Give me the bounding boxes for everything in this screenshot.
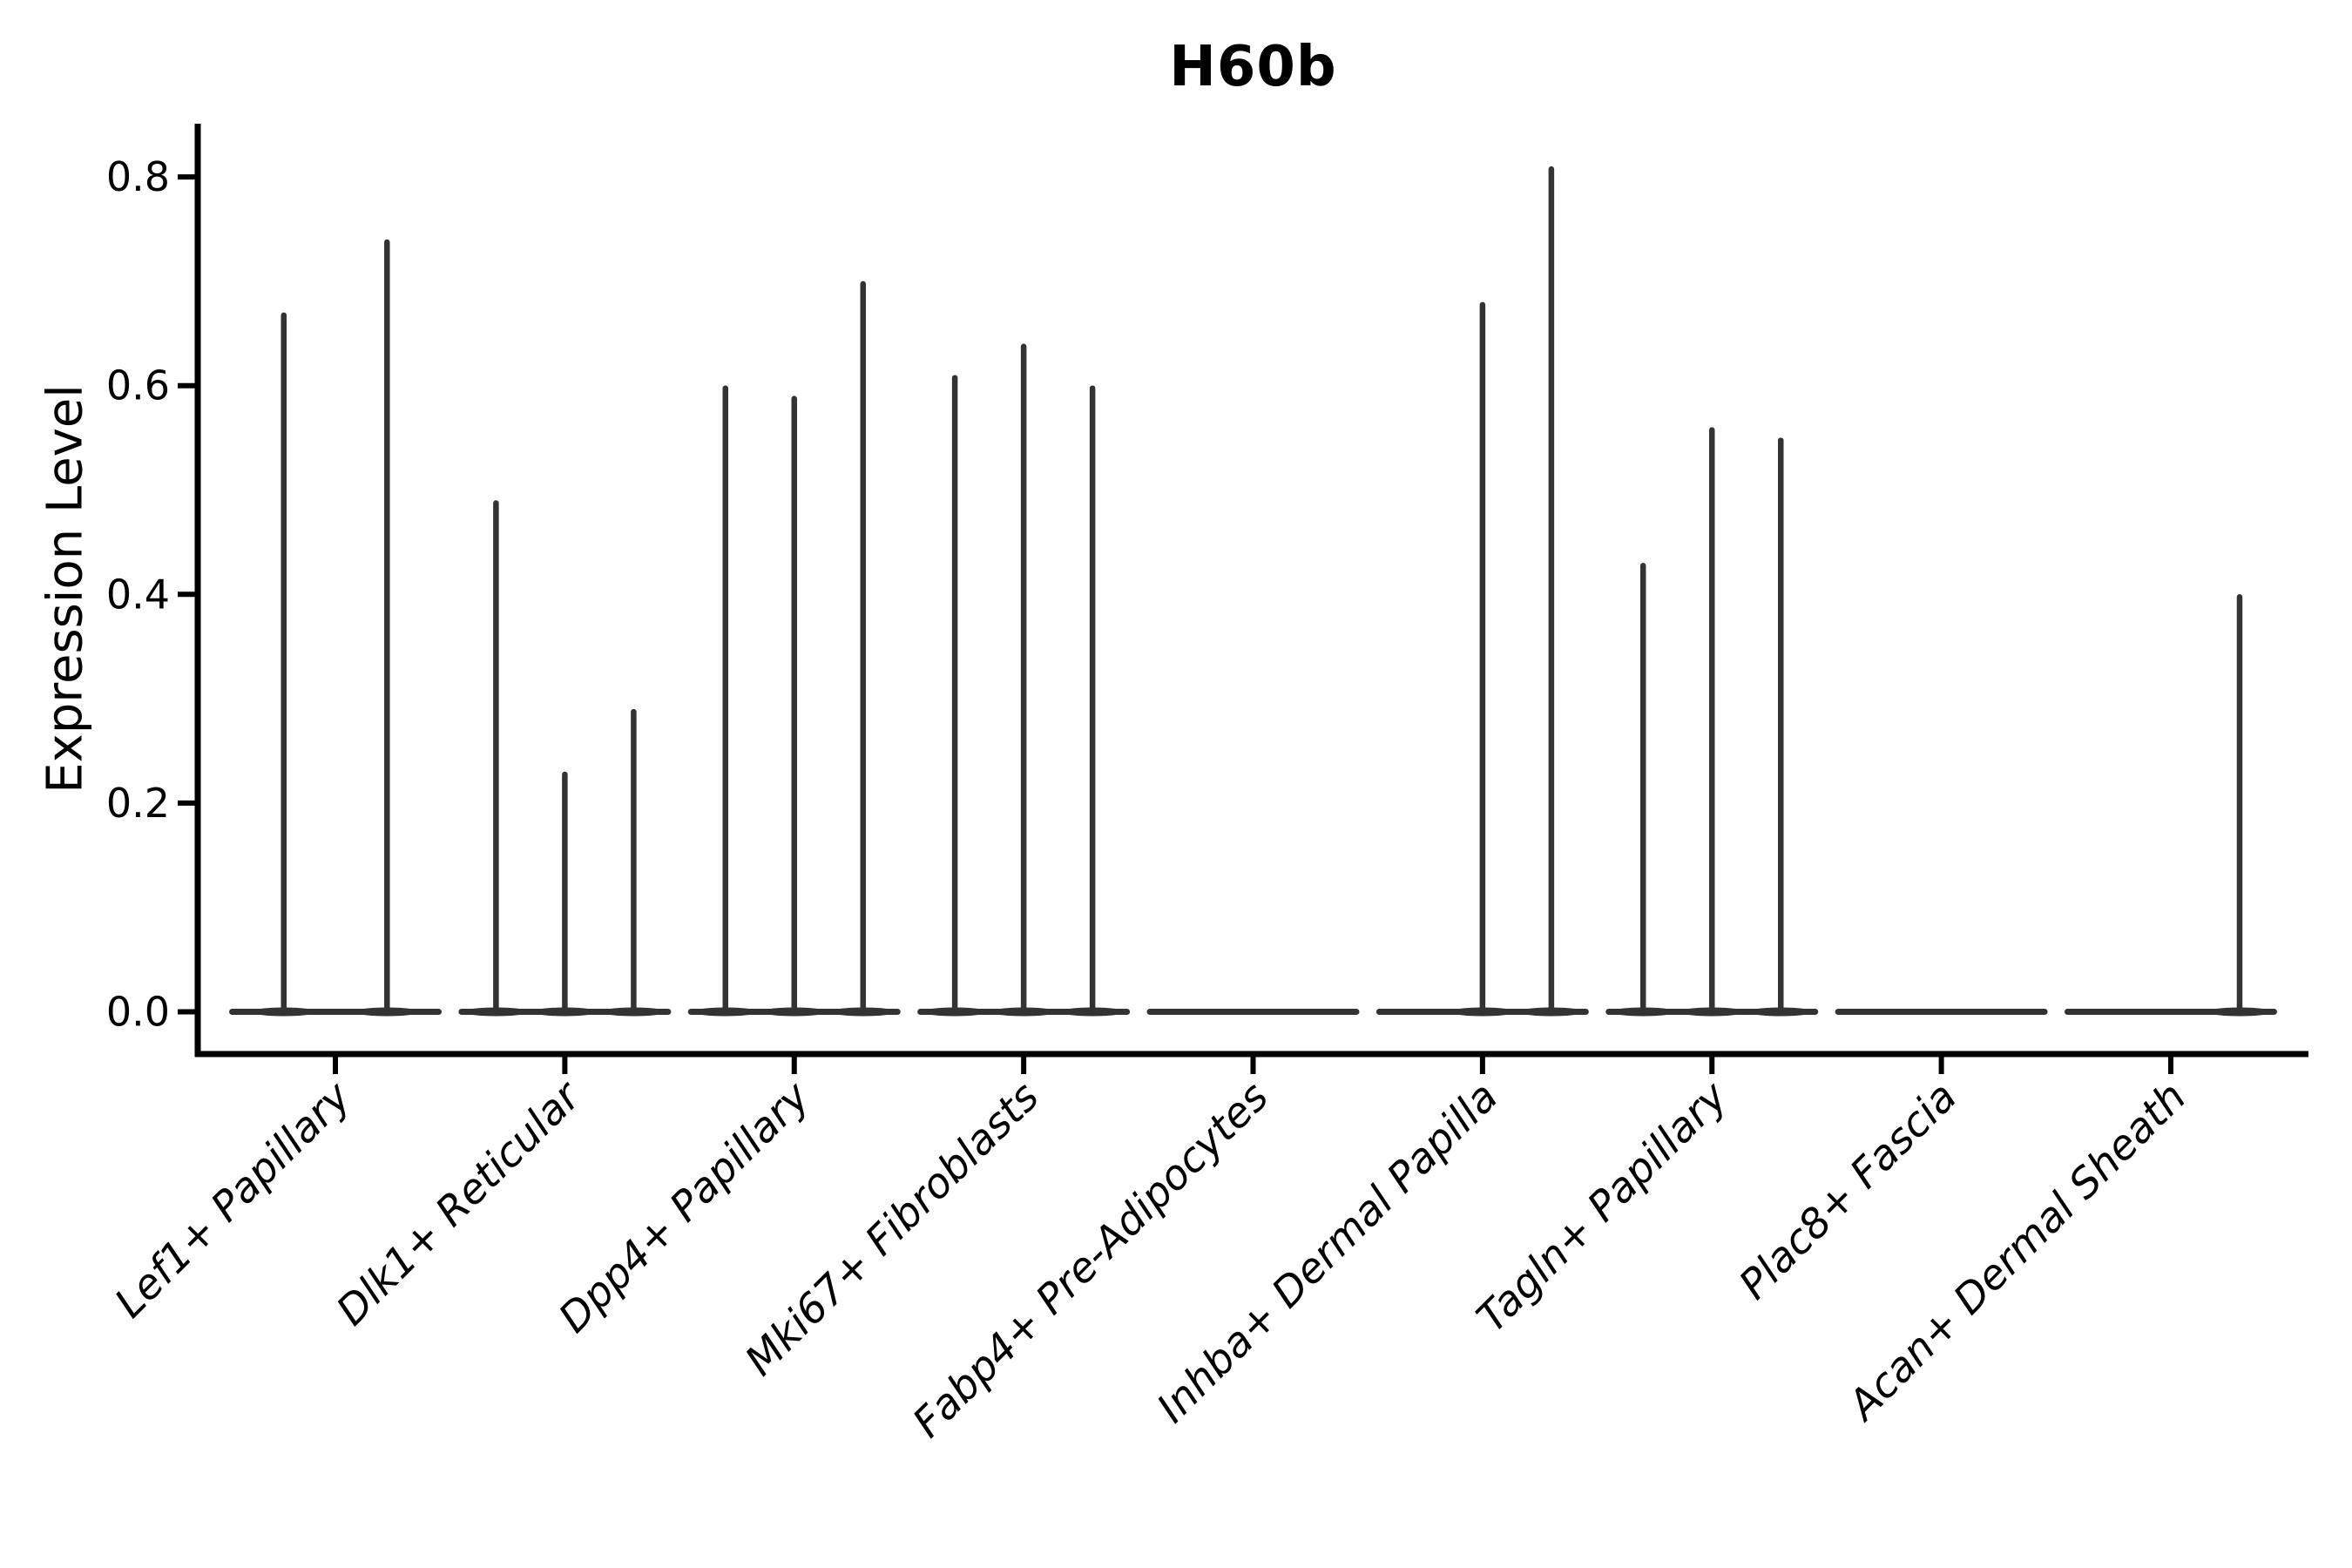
x-tick-label: Plac8+ Fascia	[1730, 1073, 1966, 1309]
plot-title: H60b	[1169, 35, 1337, 99]
x-tick-label: Lef1+ Papillary	[105, 1072, 361, 1328]
y-tick-label: 0.6	[106, 362, 170, 409]
y-axis-title: Expression Level	[37, 384, 94, 794]
y-tick-label: 0.2	[106, 780, 170, 827]
y-tick-label: 0.8	[106, 153, 170, 200]
y-tick-label: 0.0	[106, 989, 170, 1036]
x-tick-label: Tagln+ Papillary	[1468, 1072, 1738, 1342]
x-tick-label: Dlk1+ Reticular	[328, 1071, 591, 1335]
x-tick-label: Dpp4+ Papillary	[550, 1072, 820, 1342]
y-tick-label: 0.4	[106, 571, 170, 618]
